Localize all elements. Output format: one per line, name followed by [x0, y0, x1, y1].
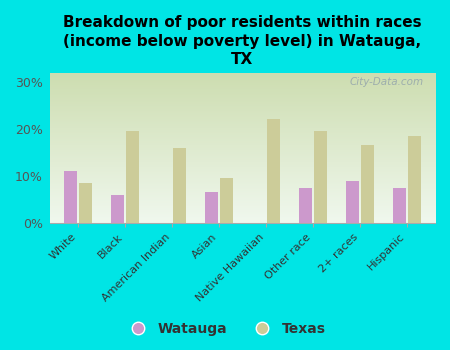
- Legend: Watauga, Texas: Watauga, Texas: [119, 316, 331, 341]
- Bar: [173, 148, 186, 223]
- Title: Breakdown of poor residents within races
(income below poverty level) in Watauga: Breakdown of poor residents within races…: [63, 15, 422, 67]
- Bar: [267, 119, 280, 223]
- Bar: [299, 188, 312, 223]
- Bar: [346, 181, 359, 223]
- Bar: [314, 131, 327, 223]
- Bar: [64, 171, 77, 223]
- Bar: [393, 188, 406, 223]
- Bar: [126, 131, 139, 223]
- Bar: [79, 183, 92, 223]
- Bar: [220, 178, 233, 223]
- Text: City-Data.com: City-Data.com: [349, 77, 423, 87]
- Bar: [408, 136, 421, 223]
- Bar: [205, 192, 218, 223]
- Bar: [361, 145, 374, 223]
- Bar: [111, 195, 124, 223]
